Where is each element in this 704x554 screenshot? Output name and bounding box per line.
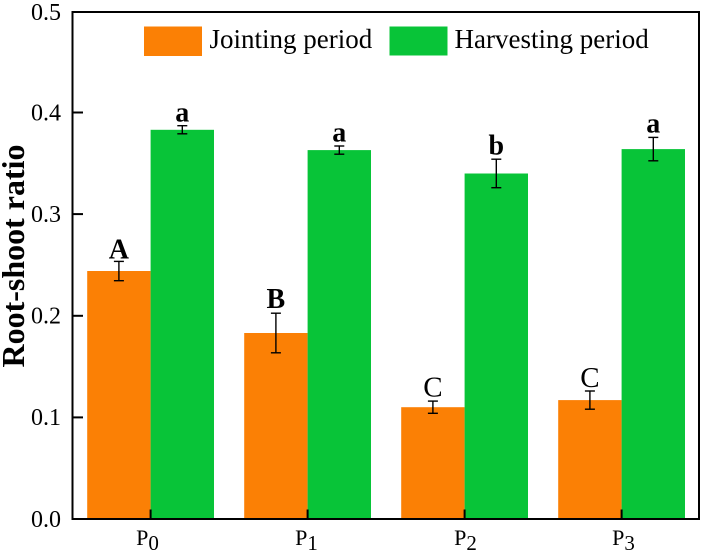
svg-text:a: a (646, 109, 660, 140)
svg-text:0.4: 0.4 (31, 100, 61, 126)
svg-text:Harvesting period: Harvesting period (455, 24, 650, 54)
svg-text:a: a (332, 118, 346, 149)
svg-text:0.3: 0.3 (31, 202, 61, 228)
svg-text:0.0: 0.0 (31, 507, 61, 533)
svg-text:C: C (423, 372, 442, 404)
svg-text:0.2: 0.2 (31, 304, 61, 330)
svg-text:b: b (489, 131, 505, 162)
svg-text:P2: P2 (454, 525, 477, 554)
svg-text:P0: P0 (136, 525, 159, 554)
svg-text:a: a (175, 98, 189, 129)
svg-text:A: A (109, 235, 130, 266)
svg-text:Root-shoot ratio: Root-shoot ratio (0, 144, 31, 367)
svg-text:Jointing period: Jointing period (210, 24, 373, 54)
svg-text:P3: P3 (612, 525, 635, 554)
svg-text:0.5: 0.5 (31, 0, 61, 26)
svg-text:C: C (580, 362, 599, 394)
svg-text:0.1: 0.1 (31, 405, 61, 431)
svg-text:B: B (267, 284, 286, 315)
svg-text:P1: P1 (295, 525, 318, 554)
